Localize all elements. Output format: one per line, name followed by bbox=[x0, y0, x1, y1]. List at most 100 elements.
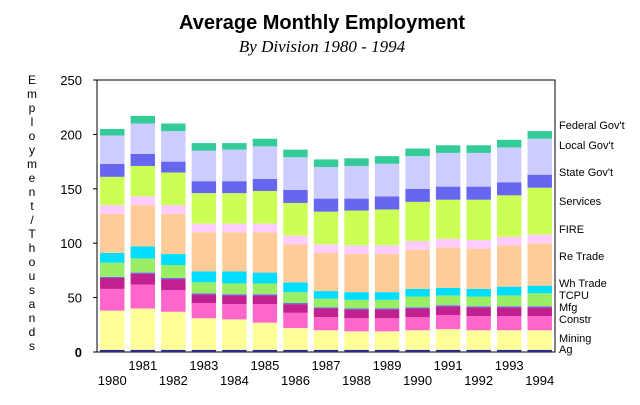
legend-label: State Gov't bbox=[559, 167, 613, 179]
bar-stack bbox=[527, 131, 552, 352]
bar-segment bbox=[313, 349, 339, 352]
bar-segment bbox=[100, 288, 125, 311]
bar-segment bbox=[405, 308, 430, 318]
bar-segment bbox=[313, 330, 339, 350]
bar-segment bbox=[283, 292, 308, 304]
bar-segment bbox=[466, 152, 491, 187]
bar-segment bbox=[252, 138, 278, 147]
bar-segment bbox=[161, 311, 186, 350]
bar-segment bbox=[466, 296, 491, 307]
legend-label: Federal Gov't bbox=[559, 120, 625, 132]
bar-segment bbox=[527, 349, 552, 352]
bar-segment bbox=[130, 349, 156, 352]
bar-segment bbox=[222, 193, 247, 224]
y-tick-label: 100 bbox=[60, 236, 82, 251]
x-tick-label: 1993 bbox=[495, 358, 524, 373]
bar-segment bbox=[344, 254, 369, 293]
y-axis-label-char: E bbox=[28, 73, 36, 87]
bar-stack bbox=[283, 149, 308, 352]
y-axis-label-char: o bbox=[29, 255, 36, 269]
bar-segment bbox=[222, 349, 247, 352]
bar-segment bbox=[283, 303, 308, 305]
legend-label: Services bbox=[559, 196, 602, 208]
y-axis-label-char: y bbox=[29, 143, 35, 157]
legend-label: Ag bbox=[559, 344, 572, 356]
bar-segment bbox=[374, 331, 400, 350]
bar-segment bbox=[161, 279, 186, 290]
bar-segment bbox=[466, 186, 491, 200]
bar-segment bbox=[252, 190, 278, 224]
bar-segment bbox=[283, 304, 308, 313]
bar-segment bbox=[161, 349, 186, 352]
bar-segment bbox=[496, 147, 522, 183]
x-axis-ticks: 1980198119821983198419851986198719881989… bbox=[98, 358, 554, 388]
bar-segment bbox=[496, 182, 522, 196]
bar-segment bbox=[374, 245, 400, 255]
bar-segment bbox=[222, 319, 247, 350]
bar-segment bbox=[466, 145, 491, 153]
bar-segment bbox=[283, 349, 308, 352]
x-tick-label: 1990 bbox=[403, 373, 432, 388]
bar-segment bbox=[283, 189, 308, 203]
bar-segment bbox=[405, 241, 430, 250]
y-axis-label-char: e bbox=[29, 171, 36, 185]
bar-segment bbox=[313, 298, 339, 308]
bar-segment bbox=[527, 316, 552, 331]
bar-segment bbox=[130, 284, 156, 309]
bar-segment bbox=[405, 330, 430, 350]
bar-segment bbox=[374, 318, 400, 332]
bar-segment bbox=[222, 149, 247, 182]
bar-stack bbox=[130, 115, 156, 352]
bar-segment bbox=[161, 131, 186, 162]
bar-stack bbox=[161, 123, 186, 352]
legend-label: Local Gov't bbox=[559, 140, 614, 152]
y-axis-label-char: u bbox=[29, 269, 36, 283]
bar-segment bbox=[466, 199, 491, 240]
bar-segment bbox=[527, 306, 552, 308]
bar-segment bbox=[100, 213, 125, 253]
bar-segment bbox=[100, 176, 125, 206]
bar-segment bbox=[191, 181, 217, 194]
bar-segment bbox=[496, 195, 522, 237]
chart-title: Average Monthly Employment bbox=[179, 12, 465, 34]
y-axis-label-char: o bbox=[29, 129, 36, 143]
bar-segment bbox=[496, 236, 522, 246]
bar-segment bbox=[466, 288, 491, 297]
bar-stack bbox=[222, 143, 247, 352]
bar-segment bbox=[374, 309, 400, 319]
bar-stack bbox=[191, 143, 217, 352]
legend-label: Mining bbox=[559, 333, 591, 345]
x-tick-label: 1983 bbox=[189, 358, 218, 373]
bar-stack bbox=[344, 158, 369, 352]
bar-segment bbox=[435, 152, 461, 187]
bar-segment bbox=[252, 295, 278, 305]
bar-segment bbox=[161, 161, 186, 173]
bar-segment bbox=[527, 234, 552, 244]
bar-segment bbox=[527, 131, 552, 139]
y-axis-label-char: l bbox=[31, 115, 34, 129]
bar-segment bbox=[313, 167, 339, 199]
y-axis-label-char: T bbox=[28, 227, 36, 241]
y-axis-label-char: d bbox=[29, 325, 36, 339]
bar-segment bbox=[527, 285, 552, 294]
x-tick-label: 1988 bbox=[342, 373, 371, 388]
bar-segment bbox=[222, 304, 247, 320]
bar-segment bbox=[466, 349, 491, 352]
bar-segment bbox=[374, 156, 400, 164]
y-axis-label-char: p bbox=[29, 101, 36, 115]
bar-segment bbox=[191, 193, 217, 224]
bar-segment bbox=[435, 329, 461, 350]
bar-segment bbox=[527, 243, 552, 286]
bar-segment bbox=[405, 249, 430, 289]
bar-segment bbox=[435, 199, 461, 239]
bar-segment bbox=[496, 245, 522, 287]
bar-segment bbox=[100, 205, 125, 214]
bar-segment bbox=[496, 306, 522, 308]
bar-segment bbox=[100, 252, 125, 263]
bar-stack bbox=[435, 145, 461, 352]
bar-stack bbox=[374, 156, 400, 352]
y-axis-label-char: n bbox=[29, 311, 36, 325]
bar-segment bbox=[374, 308, 400, 310]
bar-segment bbox=[313, 308, 339, 318]
bar-stack bbox=[313, 159, 339, 352]
